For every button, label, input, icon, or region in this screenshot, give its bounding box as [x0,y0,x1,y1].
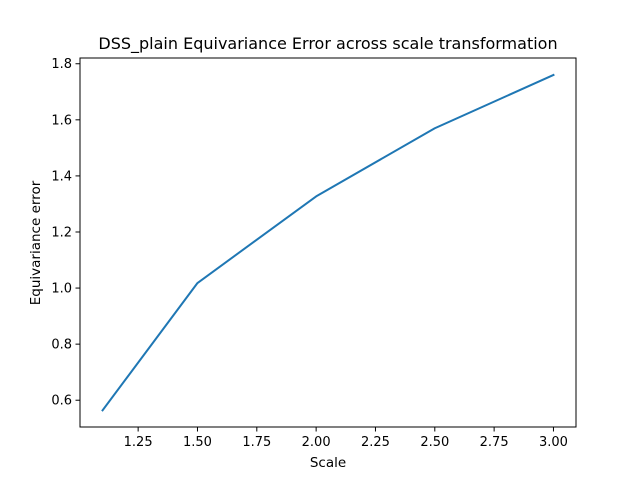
y-axis-label: Equivariance error [28,180,44,305]
x-tick-label-1: 1.50 [183,435,212,450]
x-tick-label-0: 1.25 [124,435,153,450]
axes-frame [79,57,577,428]
x-tick-label-2: 1.75 [242,435,271,450]
x-tick-label-5: 2.50 [420,435,449,450]
x-tick-label-6: 2.75 [480,435,509,450]
x-tick-label-3: 2.00 [302,435,331,450]
y-tick-label-3: 1.2 [51,225,72,240]
series-line-0 [101,73,555,412]
chart-title: DSS_plain Equivariance Error across scal… [98,34,557,54]
plot-area: 1.25 1.50 1.75 2.00 2.25 2.50 2.75 3.00 0.6 0.8 1.… [51,57,577,450]
x-tick-label-4: 2.25 [361,435,390,450]
y-tick-label-6: 1.8 [51,57,72,72]
y-tick-label-1: 0.8 [51,338,72,353]
y-tick-label-5: 1.6 [51,113,72,128]
x-tick-label-7: 3.00 [539,435,568,450]
x-axis-label: Scale [310,455,346,471]
y-tick-label-0: 0.6 [51,394,72,409]
y-tick-label-4: 1.4 [51,169,72,184]
y-tick-label-2: 1.0 [51,282,72,297]
